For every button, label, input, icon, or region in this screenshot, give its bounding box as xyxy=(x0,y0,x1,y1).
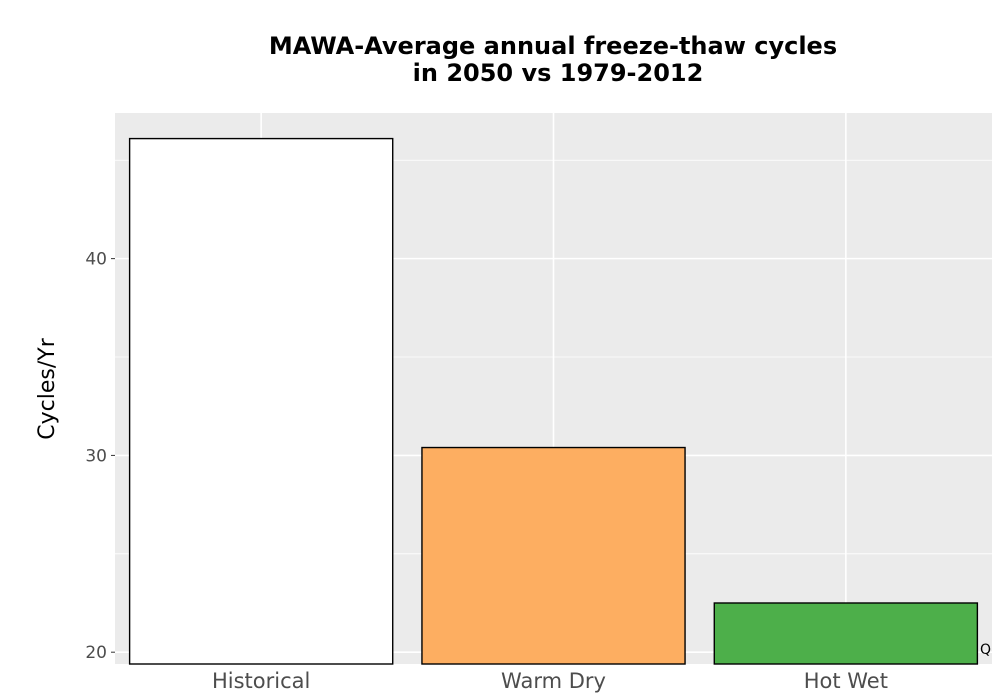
chart-title-line-1: MAWA-Average annual freeze-thaw cycles xyxy=(269,32,837,60)
bar-hot-wet xyxy=(713,602,979,665)
y-tick-label: 20 xyxy=(85,643,107,663)
y-tick-label: 30 xyxy=(85,446,107,466)
x-axis: Historical Warm Dry Hot Wet xyxy=(212,669,888,693)
y-tick-label: 40 xyxy=(85,250,107,270)
x-tick-label: Historical xyxy=(212,669,310,693)
y-axis: 20 30 40 xyxy=(85,250,115,663)
bar-warm-dry xyxy=(421,446,686,665)
chart-title-line-2: in 2050 vs 1979-2012 xyxy=(413,59,704,87)
bar-historical xyxy=(128,137,394,665)
x-tick-label: Hot Wet xyxy=(804,669,888,693)
x-tick-label: Warm Dry xyxy=(501,669,606,693)
corner-note: Q xyxy=(980,642,991,658)
bars xyxy=(128,137,979,665)
y-axis-title: Cycles/Yr xyxy=(35,337,60,439)
